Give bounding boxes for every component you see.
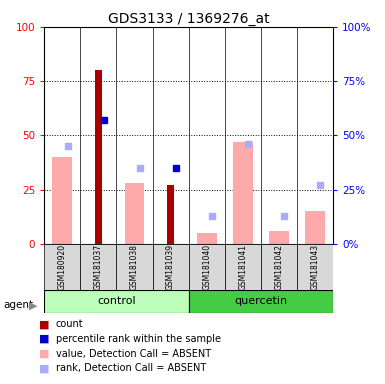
Bar (269, 231, 289, 244)
Text: GSM181039: GSM181039 (166, 244, 175, 290)
FancyBboxPatch shape (152, 244, 189, 290)
FancyBboxPatch shape (297, 244, 333, 290)
Bar (125, 183, 144, 244)
Text: quercetin: quercetin (234, 296, 287, 306)
Text: control: control (97, 296, 136, 306)
Bar (197, 233, 217, 244)
Text: GSM181038: GSM181038 (130, 244, 139, 290)
FancyBboxPatch shape (44, 244, 80, 290)
Bar (233, 142, 253, 244)
Text: percentile rank within the sample: percentile rank within the sample (56, 334, 221, 344)
Text: count: count (56, 319, 84, 329)
Bar (305, 211, 325, 244)
FancyBboxPatch shape (225, 244, 261, 290)
FancyBboxPatch shape (261, 244, 297, 290)
Text: GSM180920: GSM180920 (58, 244, 67, 290)
Text: ■: ■ (38, 334, 49, 344)
Text: ■: ■ (38, 319, 49, 329)
FancyBboxPatch shape (189, 244, 225, 290)
Text: GSM181042: GSM181042 (275, 244, 283, 290)
Bar (52, 157, 72, 244)
Text: ▶: ▶ (29, 300, 37, 310)
Text: value, Detection Call = ABSENT: value, Detection Call = ABSENT (56, 349, 211, 359)
Title: GDS3133 / 1369276_at: GDS3133 / 1369276_at (108, 12, 270, 26)
Bar (167, 185, 174, 244)
Text: ■: ■ (38, 363, 49, 373)
FancyBboxPatch shape (189, 290, 333, 313)
Text: GSM181041: GSM181041 (238, 244, 247, 290)
Text: GSM181040: GSM181040 (202, 244, 211, 290)
Text: agent: agent (4, 300, 34, 310)
FancyBboxPatch shape (80, 244, 116, 290)
FancyBboxPatch shape (44, 290, 189, 313)
Bar (95, 70, 102, 244)
Text: GSM181043: GSM181043 (310, 244, 320, 290)
FancyBboxPatch shape (116, 244, 152, 290)
Text: GSM181037: GSM181037 (94, 244, 103, 290)
Text: ■: ■ (38, 349, 49, 359)
Text: rank, Detection Call = ABSENT: rank, Detection Call = ABSENT (56, 363, 206, 373)
